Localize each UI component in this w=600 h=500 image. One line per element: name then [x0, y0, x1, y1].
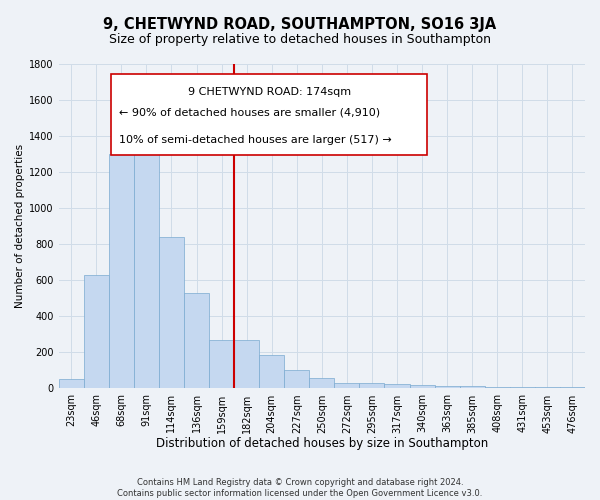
- Bar: [410, 385, 434, 388]
- Bar: [284, 370, 309, 388]
- Bar: [460, 386, 485, 388]
- Bar: [259, 355, 284, 388]
- Bar: [159, 237, 184, 388]
- FancyBboxPatch shape: [111, 74, 427, 155]
- Bar: [434, 386, 460, 388]
- Bar: [309, 378, 334, 388]
- Bar: [359, 383, 385, 388]
- Text: 10% of semi-detached houses are larger (517) →: 10% of semi-detached houses are larger (…: [119, 136, 392, 145]
- Bar: [234, 340, 259, 388]
- Text: 9 CHETWYND ROAD: 174sqm: 9 CHETWYND ROAD: 174sqm: [188, 86, 351, 97]
- Y-axis label: Number of detached properties: Number of detached properties: [15, 144, 25, 308]
- Bar: [134, 145, 159, 388]
- Bar: [59, 380, 84, 388]
- Text: ← 90% of detached houses are smaller (4,910): ← 90% of detached houses are smaller (4,…: [119, 108, 380, 118]
- Bar: [334, 383, 359, 388]
- Bar: [485, 387, 510, 388]
- X-axis label: Distribution of detached houses by size in Southampton: Distribution of detached houses by size …: [156, 437, 488, 450]
- Bar: [109, 154, 134, 388]
- Text: Contains HM Land Registry data © Crown copyright and database right 2024.
Contai: Contains HM Land Registry data © Crown c…: [118, 478, 482, 498]
- Bar: [385, 384, 410, 388]
- Bar: [84, 275, 109, 388]
- Bar: [209, 340, 234, 388]
- Text: 9, CHETWYND ROAD, SOUTHAMPTON, SO16 3JA: 9, CHETWYND ROAD, SOUTHAMPTON, SO16 3JA: [103, 18, 497, 32]
- Text: Size of property relative to detached houses in Southampton: Size of property relative to detached ho…: [109, 32, 491, 46]
- Bar: [184, 293, 209, 388]
